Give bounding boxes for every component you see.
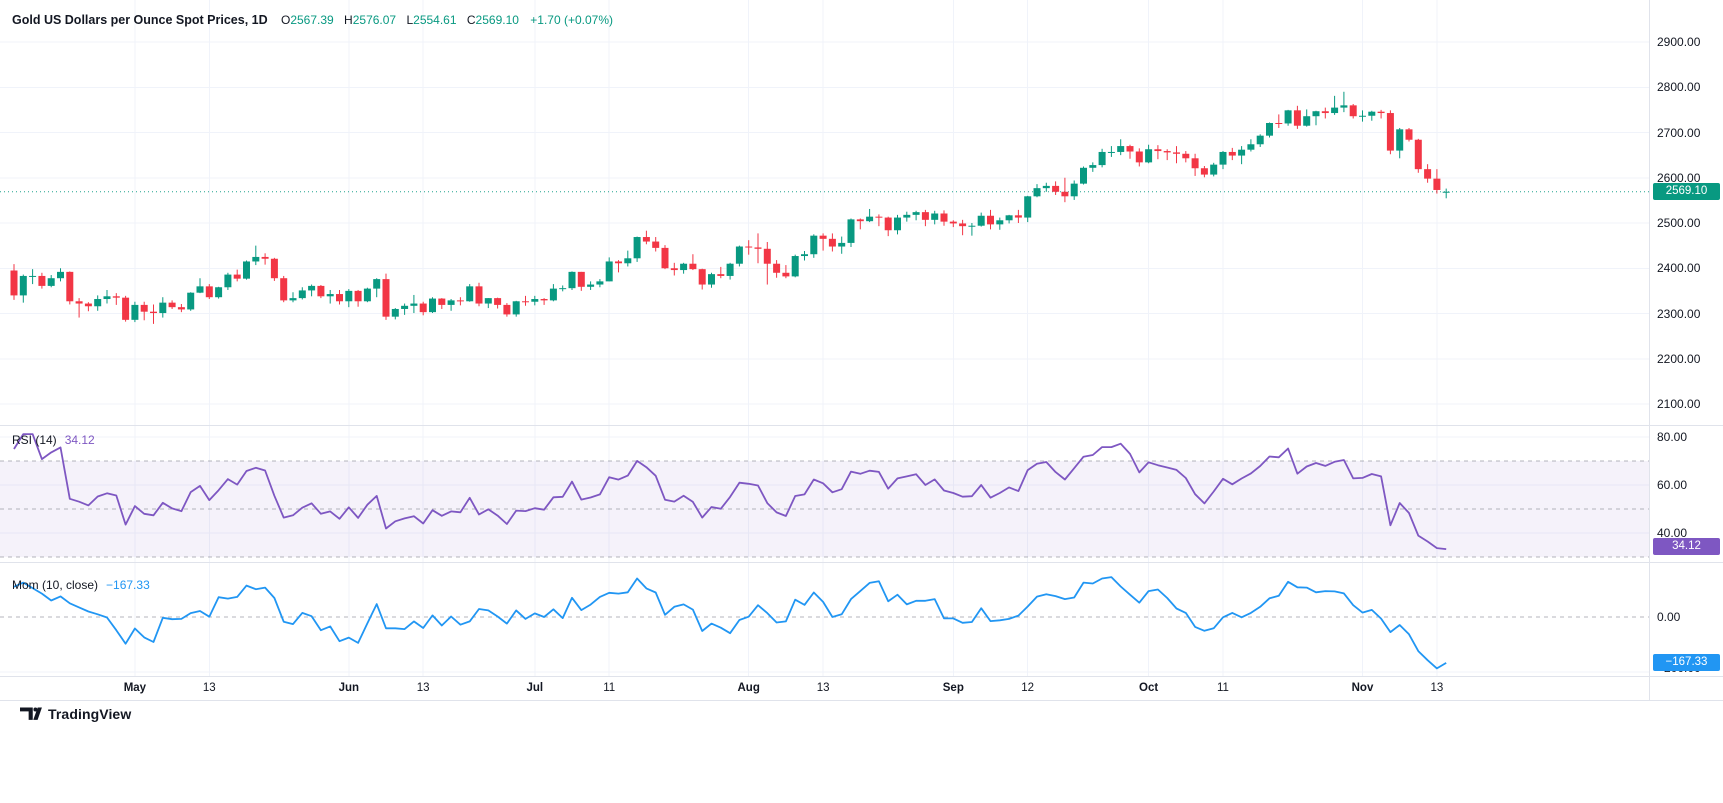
high-label: H [344, 13, 353, 27]
high-value: 2576.07 [352, 13, 397, 27]
open-value: 2567.39 [290, 13, 334, 27]
change-value: +1.70 (+0.07%) [530, 13, 614, 27]
symbol-title: Gold US Dollars per Ounce Spot Prices, 1… [12, 13, 268, 27]
momentum-value: −167.33 [106, 578, 150, 592]
momentum-legend[interactable]: Mom (10, close) −167.33 [12, 578, 150, 592]
rsi-value-badge: 34.12 [1653, 538, 1720, 556]
panel-separator [0, 700, 1723, 701]
time-axis-label: 13 [816, 682, 830, 694]
close-value: 2569.10 [475, 13, 519, 27]
price-scale-label: 2400.00 [1657, 261, 1701, 276]
price-scale-label: 2100.00 [1657, 397, 1701, 411]
time-axis-label: May [123, 682, 147, 694]
time-axis-label: 13 [1430, 682, 1444, 694]
tradingview-logo[interactable]: TradingView [20, 706, 131, 722]
panel-separator[interactable] [0, 676, 1723, 677]
time-axis-label: 11 [603, 682, 616, 694]
chart-plot[interactable] [0, 0, 1649, 700]
time-axis-label: 12 [1021, 682, 1035, 694]
candlestick-series [10, 91, 1450, 324]
open-label: O [280, 13, 291, 27]
price-scale-label: 0.00 [1657, 610, 1681, 624]
price-scale-label: 80.00 [1657, 430, 1688, 444]
time-axis-label: 11 [1217, 682, 1229, 694]
price-scale-label: 2200.00 [1657, 351, 1701, 366]
close-label: C [466, 13, 476, 27]
price-scale-label: 2800.00 [1657, 80, 1701, 95]
time-axis-label: Oct [1139, 682, 1159, 694]
mom-value-badge: −167.33 [1653, 654, 1720, 672]
time-axis-label: Nov [1351, 682, 1374, 694]
main-chart-legend[interactable]: Gold US Dollars per Ounce Spot Prices, 1… [12, 13, 613, 27]
tradingview-logo-text: TradingView [48, 706, 132, 722]
price-scale-label: 2600.00 [1657, 170, 1701, 185]
panel-separator[interactable] [0, 425, 1723, 426]
rsi-legend[interactable]: RSI (14) 34.12 [12, 433, 95, 447]
price-scale-label: 2700.00 [1657, 125, 1701, 140]
low-value: 2554.61 [413, 13, 457, 27]
price-scale-label: 2500.00 [1657, 216, 1701, 230]
time-axis-label: 13 [202, 682, 216, 694]
time-axis-label: Aug [737, 682, 760, 694]
rsi-label: RSI (14) [12, 433, 57, 447]
tradingview-logo-icon [20, 707, 42, 720]
time-axis-label: Sep [942, 682, 964, 694]
rsi-line [13, 433, 1447, 550]
time-axis-label: 13 [416, 682, 430, 694]
time-axis[interactable]: May 13 Jun 13 Jul 11 Aug 13 Sep 12 Oct 11 Nov 13 [0, 676, 1649, 700]
price-scale-label: 40.00 [1657, 526, 1688, 540]
vertical-gridlines [134, 0, 1438, 676]
momentum-label: Mom (10, close) [12, 578, 99, 592]
time-axis-label: Jul [526, 682, 544, 694]
price-scale-label: 2900.00 [1657, 35, 1701, 49]
panel-separator[interactable] [0, 562, 1723, 563]
price-scale-label: 2300.00 [1657, 306, 1701, 321]
momentum-line [13, 576, 1447, 670]
price-scale-label: 60.00 [1657, 478, 1688, 492]
price-scale[interactable]: 2569.10 34.12 −167.33 2900.00 2800.00 2700… [1649, 0, 1723, 700]
last-price-badge: 2569.10 [1653, 182, 1720, 200]
low-label: L [406, 13, 414, 27]
time-axis-label: Jun [338, 682, 360, 694]
rsi-value: 34.12 [64, 433, 95, 447]
